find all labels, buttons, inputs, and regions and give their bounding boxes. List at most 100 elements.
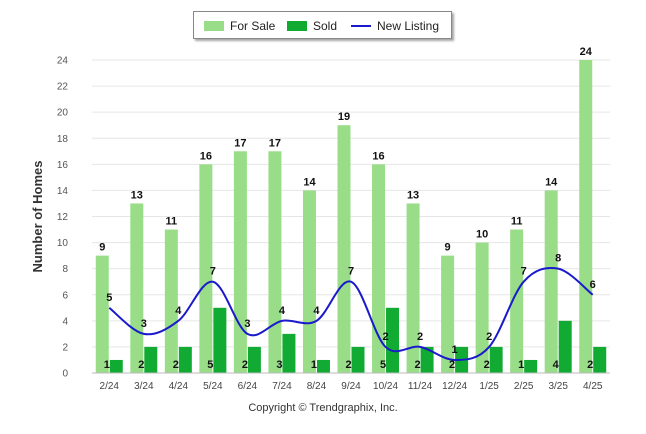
x-tick-label: 12/24: [442, 381, 467, 392]
for-sale-bar[interactable]: [579, 60, 593, 373]
legend: For Sale Sold New Listing: [193, 11, 452, 39]
legend-item-for-sale[interactable]: For Sale: [204, 18, 275, 34]
sold-value-label: 3: [276, 359, 282, 371]
sold-bar[interactable]: [109, 359, 123, 373]
new-listing-value-label: 4: [313, 305, 320, 317]
x-tick-label: 2/25: [514, 381, 534, 392]
sold-bar[interactable]: [282, 333, 296, 373]
for-sale-value-label: 9: [99, 242, 105, 254]
for-sale-value-label: 9: [445, 242, 451, 254]
y-tick-label: 18: [57, 134, 69, 145]
for-sale-value-label: 17: [269, 137, 281, 149]
y-tick-label: 20: [57, 108, 69, 119]
for-sale-bar[interactable]: [268, 151, 282, 373]
sold-value-label: 1: [518, 359, 524, 371]
for-sale-bar[interactable]: [441, 255, 455, 373]
for-sale-value-label: 13: [131, 189, 143, 201]
for-sale-bar[interactable]: [95, 255, 109, 373]
y-tick-label: 12: [57, 212, 69, 223]
for-sale-bar[interactable]: [544, 190, 558, 373]
x-tick-label: 2/24: [100, 381, 120, 392]
new-listing-line[interactable]: [108, 266, 594, 361]
sold-value-label: 2: [173, 359, 179, 371]
sold-bar[interactable]: [593, 346, 607, 373]
y-tick-label: 6: [62, 290, 68, 301]
x-tick-label: 4/24: [169, 381, 189, 392]
for-sale-value-label: 19: [338, 111, 350, 123]
for-sale-value-label: 13: [407, 189, 419, 201]
x-tick-label: 10/24: [373, 381, 398, 392]
sold-value-label: 2: [449, 359, 455, 371]
sold-bar[interactable]: [213, 307, 227, 373]
x-tick-label: 3/25: [548, 381, 568, 392]
for-sale-bar[interactable]: [233, 151, 247, 373]
new-listing-value-label: 7: [210, 266, 216, 278]
sold-value-label: 2: [415, 359, 421, 371]
for-sale-value-label: 10: [476, 229, 488, 241]
copyright-text: Copyright © Trendgraphix, Inc.: [248, 402, 398, 414]
for-sale-swatch: [204, 21, 224, 31]
y-tick-label: 2: [62, 342, 68, 353]
new-listing-value-label: 2: [417, 331, 423, 343]
sold-value-label: 1: [311, 359, 317, 371]
for-sale-bar[interactable]: [337, 125, 351, 373]
new-listing-value-label: 6: [590, 279, 596, 291]
x-tick-label: 5/24: [203, 381, 223, 392]
new-listing-value-label: 4: [279, 305, 286, 317]
y-tick-label: 16: [57, 160, 69, 171]
new-listing-value-label: 7: [348, 266, 354, 278]
x-tick-label: 3/24: [134, 381, 154, 392]
sold-bar[interactable]: [489, 346, 503, 373]
new-listing-value-label: 2: [382, 331, 388, 343]
for-sale-bar[interactable]: [406, 203, 420, 373]
new-listing-value-label: 3: [244, 318, 250, 330]
sold-bar[interactable]: [178, 346, 192, 373]
for-sale-value-label: 16: [372, 150, 384, 162]
sold-value-label: 5: [380, 359, 386, 371]
sold-value-label: 2: [242, 359, 248, 371]
sold-bar[interactable]: [420, 346, 434, 373]
x-tick-label: 11/24: [408, 381, 433, 392]
sold-bar[interactable]: [144, 346, 158, 373]
new-listing-value-label: 8: [555, 253, 561, 265]
for-sale-bar[interactable]: [302, 190, 316, 373]
y-tick-label: 0: [62, 369, 68, 380]
y-tick-label: 4: [62, 316, 68, 327]
y-tick-label: 8: [62, 264, 68, 275]
legend-label-new-listing: New Listing: [377, 19, 440, 33]
x-tick-label: 8/24: [307, 381, 327, 392]
for-sale-bar[interactable]: [372, 164, 386, 373]
sold-bar[interactable]: [316, 359, 330, 373]
for-sale-value-label: 14: [303, 176, 316, 188]
for-sale-bar[interactable]: [164, 229, 178, 373]
new-listing-value-label: 3: [141, 318, 147, 330]
sold-bar[interactable]: [247, 346, 261, 373]
sold-value-label: 2: [484, 359, 490, 371]
y-tick-label: 14: [57, 186, 69, 197]
sold-bar[interactable]: [386, 307, 400, 373]
new-listing-value-label: 4: [175, 305, 182, 317]
sold-bar[interactable]: [524, 359, 538, 373]
legend-item-new-listing[interactable]: New Listing: [351, 18, 439, 34]
x-tick-label: 6/24: [238, 381, 258, 392]
for-sale-bar[interactable]: [199, 164, 213, 373]
new-listing-swatch: [351, 25, 371, 27]
new-listing-value-label: 1: [452, 344, 458, 356]
legend-label-sold: Sold: [313, 19, 338, 33]
for-sale-value-label: 14: [545, 176, 558, 188]
for-sale-value-label: 11: [166, 216, 178, 228]
for-sale-bar[interactable]: [510, 229, 524, 373]
sold-value-label: 4: [553, 359, 560, 371]
new-listing-value-label: 5: [106, 292, 112, 304]
for-sale-bar[interactable]: [475, 242, 489, 373]
sold-swatch: [287, 21, 307, 31]
sold-value-label: 2: [345, 359, 351, 371]
sold-bar[interactable]: [558, 320, 572, 373]
legend-item-sold[interactable]: Sold: [287, 18, 337, 34]
new-listing-value-label: 7: [521, 266, 527, 278]
for-sale-bar[interactable]: [130, 203, 144, 373]
x-tick-label: 1/25: [479, 381, 499, 392]
sold-bar[interactable]: [351, 346, 365, 373]
